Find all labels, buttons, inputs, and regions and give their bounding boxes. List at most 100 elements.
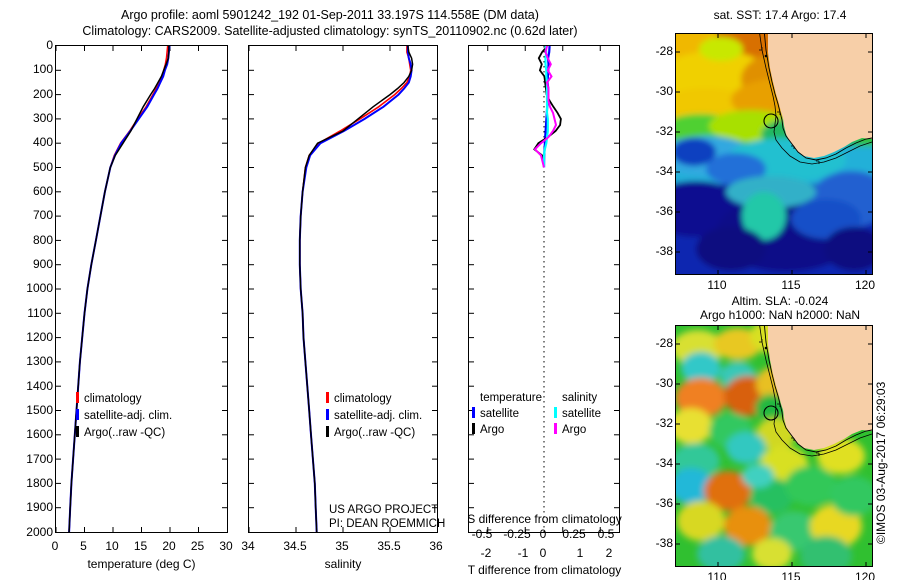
depth-tick-600: 600 (32, 184, 53, 198)
sla-lat--36: -36 (655, 496, 673, 510)
legend-swatch-temp-satellite (472, 407, 475, 418)
depth-tick-1100: 1100 (27, 306, 53, 320)
s-xtick-0: 0 (539, 527, 547, 541)
t-xtick--1: -1 (517, 546, 529, 560)
legend-label-argo: Argo(..raw -QC) (84, 427, 166, 439)
s-difference-axis-label: S difference from climatology (467, 512, 622, 526)
s-xtick-0-5: 0.5 (597, 527, 615, 541)
temp-xtick-20: 20 (162, 539, 176, 553)
legend-label-sal-argo: Argo(..raw -QC) (334, 427, 416, 439)
sal-xtick-35-5: 35.5 (377, 539, 401, 553)
sla-lat--28: -28 (655, 336, 673, 350)
legend-label-sal-satellite-adj: satellite-adj. clim. (334, 410, 423, 422)
depth-tick-1600: 1600 (26, 427, 53, 441)
coastline (764, 326, 872, 453)
isobath-200m (759, 326, 872, 457)
legend-label-temp-argo: Argo (480, 424, 505, 436)
depth-tick-2000: 2000 (26, 525, 53, 539)
sst-lat--32: -32 (655, 124, 673, 138)
sal-legend-climatology: climatology (326, 392, 392, 405)
depth-tick-400: 400 (32, 135, 53, 149)
temp-xtick-15: 15 (133, 539, 148, 553)
legend-swatch-climatology (76, 392, 79, 403)
sst-map-title: sat. SST: 17.4 Argo: 17.4 (713, 8, 847, 22)
sla-lat--38: -38 (655, 536, 673, 550)
sla-lat--32: -32 (655, 416, 673, 430)
depth-tick-900: 900 (32, 257, 53, 271)
sla-map-image (676, 326, 872, 566)
temp-legend-climatology: climatology (76, 392, 142, 405)
land-polygon (768, 34, 872, 158)
depth-tick-100: 100 (32, 62, 53, 76)
sst-lat--34: -34 (655, 164, 673, 178)
depth-tick-0: 0 (46, 38, 53, 52)
depth-tick-1300: 1300 (26, 354, 53, 368)
sla-lon-120: 120 (854, 570, 876, 580)
sla-lon-115: 115 (781, 570, 801, 580)
legend-label-climatology: climatology (84, 393, 142, 405)
salinity-panel (248, 45, 438, 533)
depth-tick-200: 200 (32, 87, 53, 101)
legend-swatch-argo (76, 426, 79, 437)
legend-label-sal2-satellite: satellite (562, 408, 601, 420)
t-xtick--2: -2 (480, 546, 492, 560)
diff-legend-sal-satellite: satellite (554, 407, 601, 420)
depth-tick-300: 300 (32, 111, 53, 125)
temp-xtick-25: 25 (190, 539, 205, 553)
legend-swatch-sal-argo (326, 426, 329, 437)
depth-tick-700: 700 (32, 208, 53, 222)
legend-swatch-sal2-argo (554, 423, 557, 434)
difference-panel (468, 45, 620, 533)
depth-tick-800: 800 (32, 233, 53, 247)
isobath-200m (759, 34, 872, 165)
legend-label-sal2-argo: Argo (562, 424, 587, 436)
temperature-axis-label: temperature (deg C) (87, 557, 196, 571)
t-xtick-1: 1 (576, 546, 584, 560)
depth-tick-1900: 1900 (26, 500, 53, 514)
depth-tick-1200: 1200 (26, 330, 53, 344)
sst-map-image (676, 34, 872, 274)
sla-lat--30: -30 (655, 376, 673, 390)
legend-label-temp-satellite: satellite (480, 408, 519, 420)
temp-xtick-30: 30 (219, 539, 233, 553)
sla-lat--34: -34 (655, 456, 673, 470)
diff-legend-temp-argo: Argo (472, 423, 504, 436)
s-xtick--0-25: -0.25 (503, 527, 531, 541)
sst-lat--36: -36 (655, 204, 673, 218)
salinity-plot (249, 46, 437, 532)
sla-map-title-line1: Altim. SLA: -0.024 (731, 294, 829, 308)
temperature-plot (56, 46, 227, 532)
sal-legend-argo: Argo(..raw -QC) (326, 426, 415, 439)
diff-legend-temp-satellite: satellite (472, 407, 519, 420)
diff-legend-temperature-header: temperature (480, 392, 543, 404)
legend-swatch-temp-argo (472, 423, 475, 434)
title-line-1: Argo profile: aoml 5901242_192 01-Sep-20… (121, 8, 539, 22)
depth-tick-1400: 1400 (26, 379, 53, 393)
sst-lon-120: 120 (854, 278, 876, 292)
profile-location-marker (763, 113, 779, 129)
title-line-2: Climatology: CARS2009. Satellite-adjuste… (82, 24, 578, 38)
t-xtick-2: 2 (605, 546, 613, 560)
legend-swatch-sal2-satellite (554, 407, 557, 418)
sal-xtick-34-5: 34.5 (283, 539, 307, 553)
diff-legend-salinity-header: salinity (562, 392, 598, 404)
sst-lat--38: -38 (655, 244, 673, 258)
temp-xtick-0: 0 (51, 539, 59, 553)
sst-lat--30: -30 (655, 84, 673, 98)
legend-swatch-sal-satellite-adj (326, 409, 329, 420)
s-xtick-0-25: 0.25 (562, 527, 586, 541)
temp-xtick-10: 10 (105, 539, 119, 553)
temperature-panel (55, 45, 228, 533)
temp-legend-satellite-adj: satellite-adj. clim. (76, 409, 172, 422)
t-xtick-0: 0 (539, 546, 547, 560)
depth-tick-1800: 1800 (26, 476, 53, 490)
depth-tick-1500: 1500 (26, 403, 53, 417)
temp-legend-argo: Argo(..raw -QC) (76, 426, 165, 439)
sst-map (675, 33, 873, 275)
legend-swatch-satellite-adj (76, 409, 79, 420)
project-pi: PI: DEAN ROEMMICH (329, 518, 446, 530)
s-xtick--0-5: -0.5 (471, 527, 493, 541)
difference-plot (469, 46, 619, 532)
t-difference-axis-label: T difference from climatology (467, 563, 622, 577)
profile-location-marker (763, 405, 779, 421)
